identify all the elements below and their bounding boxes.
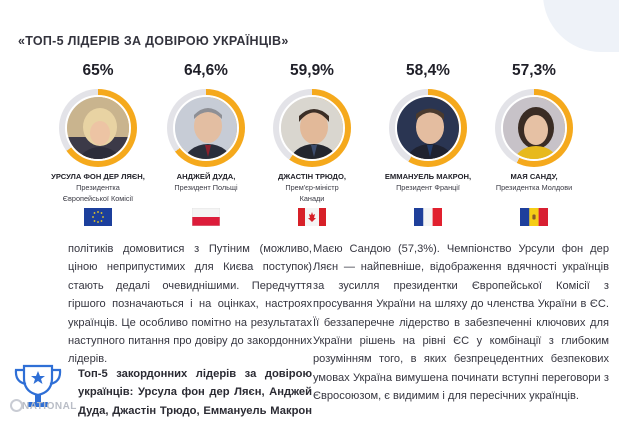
leader-role: Канади bbox=[299, 194, 325, 203]
leader-percent: 64,6% bbox=[184, 62, 228, 79]
trust-ring bbox=[389, 89, 467, 167]
callout-text: Топ-5 закордонних лідерів за довірою укр… bbox=[78, 368, 312, 417]
trust-ring bbox=[273, 89, 351, 167]
leaders-row: 65% УРСУЛА ФОН ДЕР ЛЯЄН, Президентка Євр… bbox=[0, 60, 619, 236]
trust-ring bbox=[495, 89, 573, 167]
leader-photo bbox=[395, 95, 461, 161]
leader-photo bbox=[173, 95, 239, 161]
leader-photo bbox=[65, 95, 131, 161]
watermark-text: NATIONAL bbox=[22, 401, 77, 412]
leader-name: АНДЖЕЙ ДУДА, bbox=[176, 172, 236, 181]
trophy-icon bbox=[8, 362, 68, 414]
leader-percent: 57,3% bbox=[512, 62, 556, 79]
leader-card: 58,4% ЕММАНУЕЛЬ МАКРОН, Президент Франці… bbox=[362, 60, 494, 226]
watermark-logo-icon bbox=[10, 399, 23, 412]
moldova-flag-icon bbox=[520, 208, 548, 226]
leader-name: ЕММАНУЕЛЬ МАКРОН, bbox=[384, 172, 472, 181]
leader-card: 57,3% МАЯ САНДУ, Президентка Молдови bbox=[468, 60, 600, 226]
leader-photo bbox=[279, 95, 345, 161]
decorative-corner-shape bbox=[543, 0, 619, 52]
france-flag-icon bbox=[414, 208, 442, 226]
leader-photo bbox=[501, 95, 567, 161]
leader-name: УРСУЛА ФОН ДЕР ЛЯЄН, bbox=[51, 172, 145, 181]
leader-card: 64,6% АНДЖЕЙ ДУДА, Президент Польщі bbox=[140, 60, 272, 226]
leader-role: Президент Польщі bbox=[174, 183, 238, 192]
leader-role: Прем'єр-міністр bbox=[285, 183, 339, 192]
trust-ring bbox=[59, 89, 137, 167]
leader-name: ДЖАСТІН ТРЮДО, bbox=[278, 172, 346, 181]
leader-card: 65% УРСУЛА ФОН ДЕР ЛЯЄН, Президентка Євр… bbox=[32, 60, 164, 226]
leader-percent: 65% bbox=[82, 62, 114, 79]
leader-percent: 59,9% bbox=[290, 62, 334, 79]
leader-percent: 58,4% bbox=[406, 62, 450, 79]
article-text-left: політиків домовитися з Путіним (можливо,… bbox=[68, 243, 312, 366]
eu-flag-icon bbox=[84, 208, 112, 226]
article-text-right: Маєю Сандою (57,3%). Чемпіонство Урсули … bbox=[313, 243, 609, 403]
page-title: «ТОП-5 ЛІДЕРІВ ЗА ДОВІРОЮ УКРАЇНЦІВ» bbox=[18, 34, 289, 48]
leader-name: МАЯ САНДУ, bbox=[510, 172, 558, 181]
poland-flag-icon bbox=[192, 208, 220, 226]
leader-role: Європейської Комісії bbox=[62, 194, 134, 203]
canada-flag-icon bbox=[298, 208, 326, 226]
leader-role: Президентка Молдови bbox=[495, 183, 573, 192]
leader-role: Президент Франції bbox=[396, 183, 460, 192]
leader-role: Президентка bbox=[76, 183, 120, 192]
trust-ring bbox=[167, 89, 245, 167]
leader-card: 59,9% ДЖАСТІН ТРЮДО, Прем'єр-міністр Кан… bbox=[246, 60, 378, 226]
